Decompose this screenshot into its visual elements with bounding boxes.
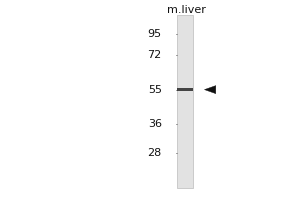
Bar bbox=[177, 15, 194, 188]
Text: 55: 55 bbox=[148, 85, 162, 95]
Polygon shape bbox=[205, 86, 216, 94]
Bar bbox=[177, 88, 194, 91]
Text: 95: 95 bbox=[148, 29, 162, 39]
Text: 28: 28 bbox=[148, 148, 162, 158]
Text: m.liver: m.liver bbox=[167, 5, 206, 15]
Text: 72: 72 bbox=[148, 50, 162, 60]
Text: 36: 36 bbox=[148, 119, 162, 129]
